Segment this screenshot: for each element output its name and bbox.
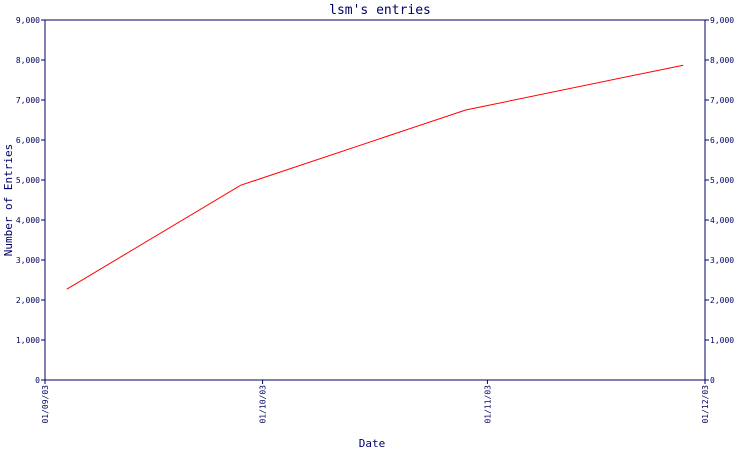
x-tick-label: 01/09/03 (41, 385, 50, 424)
y-tick-label-left: 4,000 (16, 216, 40, 225)
x-tick-label: 01/11/03 (483, 385, 492, 424)
y-tick-label-left: 3,000 (16, 256, 40, 265)
y-tick-label-left: 7,000 (16, 96, 40, 105)
y-axis-right: 0 1,000 2,000 3,000 4,000 5,000 6,000 7,000 8,00… (705, 16, 734, 385)
y-tick-label-left: 8,000 (16, 56, 40, 65)
y-tick-label-left: 6,000 (16, 136, 40, 145)
y-tick-label-right: 9,000 (710, 16, 734, 25)
x-axis-label: Date (359, 437, 386, 450)
plot-area-frame (44, 19, 706, 381)
series-line (66, 64, 684, 290)
y-tick-label-right: 0 (710, 376, 715, 385)
y-tick-label-right: 4,000 (710, 216, 734, 225)
y-tick-label-right: 2,000 (710, 296, 734, 305)
x-tick-label: 01/10/03 (259, 385, 268, 424)
y-tick-label-left: 2,000 (16, 296, 40, 305)
chart-title: lsm's entries (329, 3, 431, 18)
y-tick-label-right: 8,000 (710, 56, 734, 65)
x-tick-label: 01/12/03 (701, 385, 710, 424)
y-tick-label-right: 3,000 (710, 256, 734, 265)
y-tick-label-left: 9,000 (16, 16, 40, 25)
y-tick-label-right: 1,000 (710, 336, 734, 345)
y-tick-label-left: 5,000 (16, 176, 40, 185)
series-layer (66, 64, 684, 290)
y-axis-label: Number of Entries (2, 144, 15, 257)
y-tick-label-right: 5,000 (710, 176, 734, 185)
y-tick-label-left: 1,000 (16, 336, 40, 345)
y-tick-label-right: 7,000 (710, 96, 734, 105)
y-axis-left: 0 1,000 2,000 3,000 4,000 5,000 6,000 7,000 8,00… (16, 16, 45, 385)
y-tick-label-right: 6,000 (710, 136, 734, 145)
y-tick-label-left: 0 (35, 376, 40, 385)
x-axis: 01/09/03 01/10/03 01/11/03 01/12/03 (41, 380, 710, 424)
